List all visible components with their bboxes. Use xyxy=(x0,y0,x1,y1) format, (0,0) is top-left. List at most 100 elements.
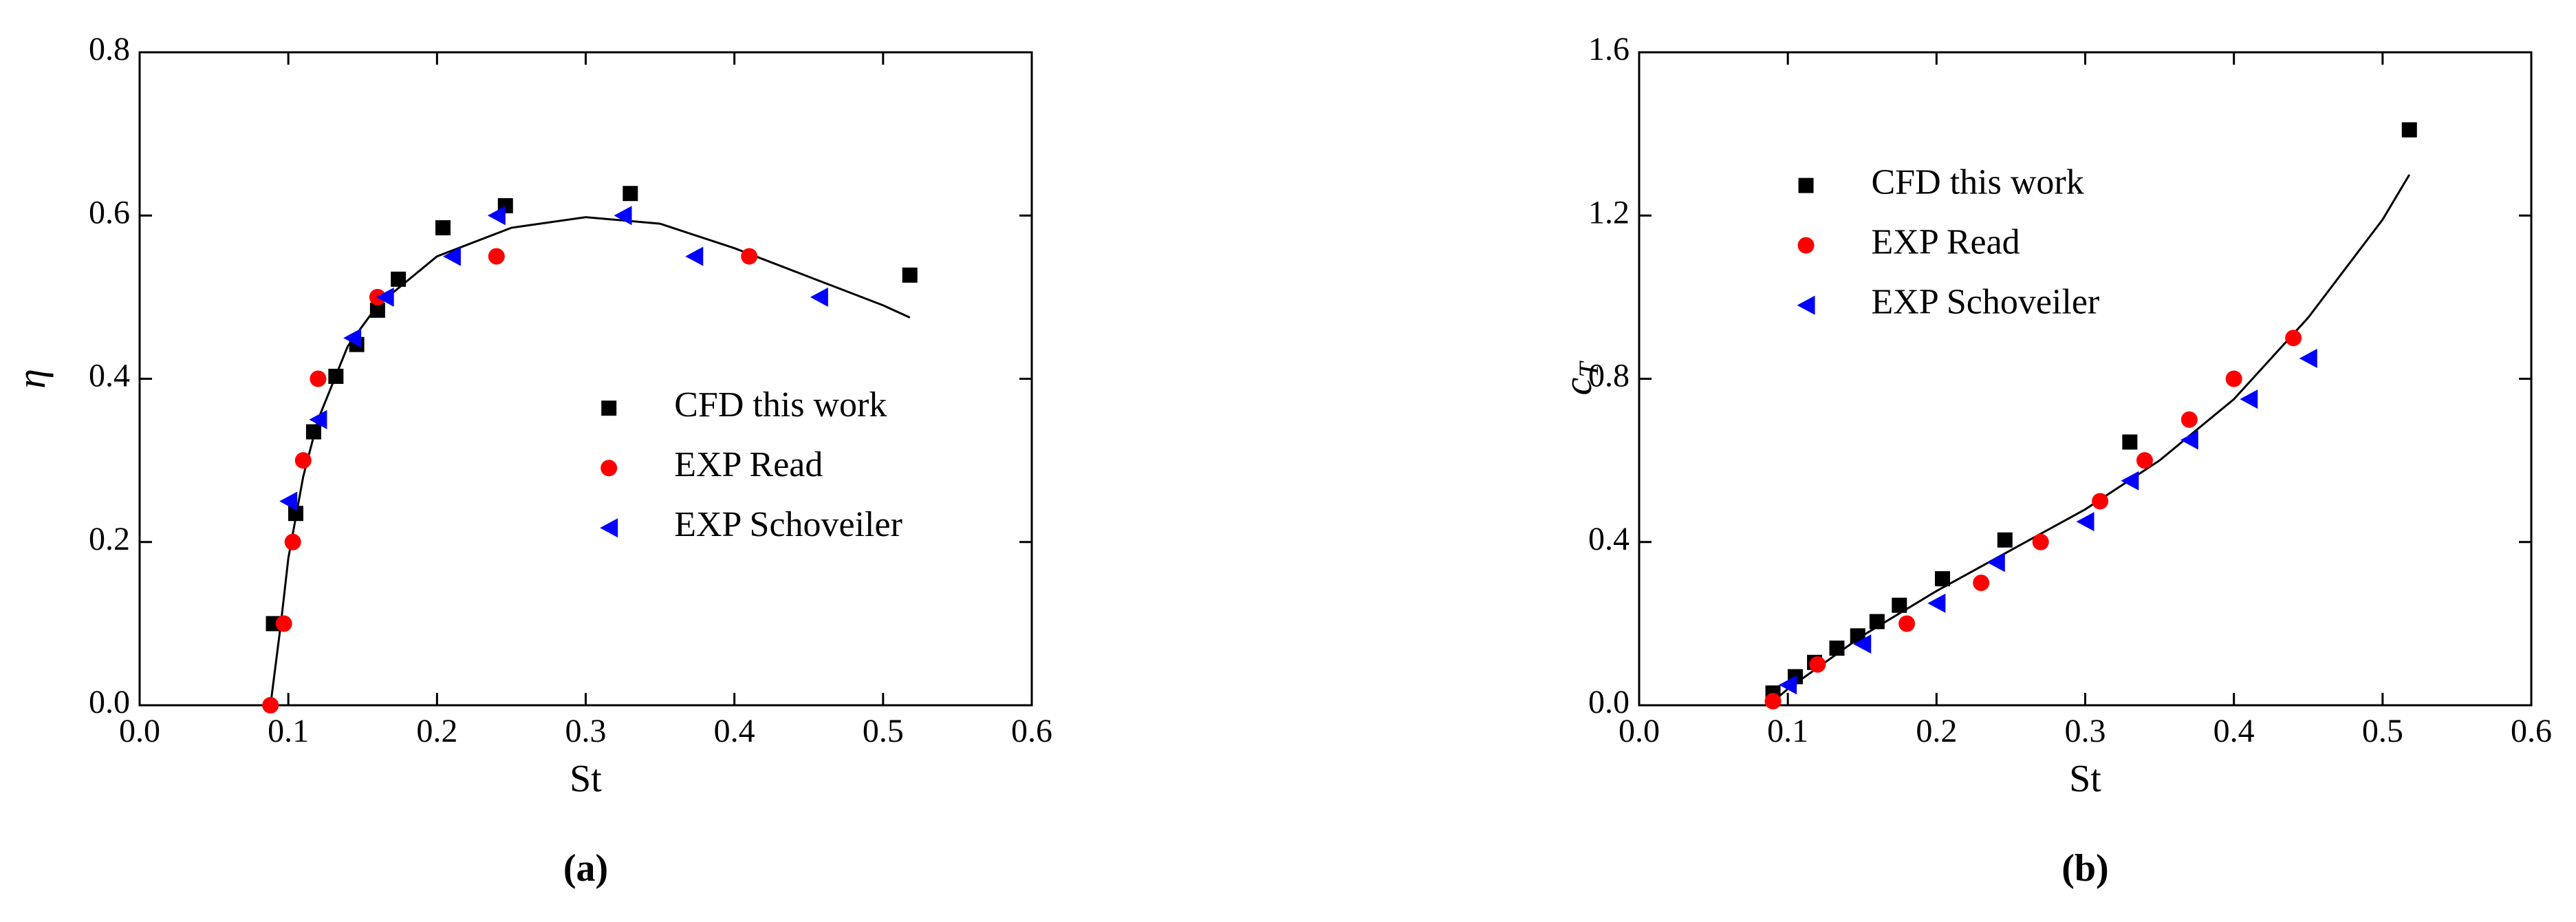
legend-marker xyxy=(1797,295,1815,315)
x-tick-label: 0.1 xyxy=(268,713,309,749)
marker xyxy=(741,248,758,265)
marker xyxy=(376,287,394,307)
y-axis-label-main: c xyxy=(1555,378,1600,396)
marker xyxy=(1973,575,1990,592)
legend-marker xyxy=(600,460,618,477)
marker xyxy=(1764,693,1782,710)
plot-frame xyxy=(1638,51,2533,707)
marker xyxy=(2121,471,2139,491)
y-axis-label: cT xyxy=(1555,361,1604,396)
x-axis-label: St xyxy=(2069,758,2101,800)
marker xyxy=(294,452,312,469)
y-axis-label: η xyxy=(9,369,54,389)
marker xyxy=(487,206,506,226)
marker xyxy=(288,506,303,522)
marker xyxy=(328,368,344,384)
marker xyxy=(2285,330,2302,347)
x-tick-label: 0.0 xyxy=(1619,713,1660,749)
legend-label: EXP Read xyxy=(1872,223,2020,262)
marker xyxy=(1829,640,1845,656)
x-tick-label: 0.4 xyxy=(2214,713,2255,749)
marker xyxy=(1927,593,1946,613)
legend-marker xyxy=(1798,178,1814,193)
x-tick-label: 0.3 xyxy=(2065,713,2106,749)
marker xyxy=(310,370,327,387)
marker xyxy=(2136,452,2153,469)
x-tick-label: 0.5 xyxy=(863,713,904,749)
x-tick-label: 0.4 xyxy=(714,713,755,749)
marker xyxy=(810,287,828,307)
legend-marker xyxy=(601,400,617,416)
marker xyxy=(1869,614,1885,630)
x-tick-label: 0.0 xyxy=(119,713,160,749)
marker xyxy=(262,697,279,714)
marker xyxy=(2225,370,2242,387)
marker xyxy=(279,491,298,511)
legend-label: EXP Schoveiler xyxy=(674,505,902,544)
marker xyxy=(685,246,704,266)
marker xyxy=(442,246,461,266)
y-tick-label: 0.4 xyxy=(1588,521,1630,557)
panel-label: (b) xyxy=(2061,847,2108,890)
marker xyxy=(2240,389,2258,409)
legend-label: EXP Read xyxy=(674,445,823,484)
marker xyxy=(614,206,632,226)
marker xyxy=(2092,493,2109,510)
x-tick-label: 0.1 xyxy=(1767,713,1808,749)
marker xyxy=(305,424,321,440)
legend-label: CFD this work xyxy=(1872,163,2084,202)
marker xyxy=(1809,656,1826,673)
marker xyxy=(284,533,301,550)
panel-label: (a) xyxy=(563,847,608,890)
marker xyxy=(1892,597,1907,613)
marker xyxy=(275,615,292,632)
y-tick-label: 0.0 xyxy=(1588,684,1630,720)
marker xyxy=(1987,553,2005,572)
y-tick-label: 0.0 xyxy=(89,684,130,720)
marker xyxy=(391,271,407,287)
marker xyxy=(2180,411,2198,428)
plot-frame xyxy=(138,51,1033,707)
marker xyxy=(1997,532,2013,548)
fit-line xyxy=(269,216,911,706)
y-tick-label: 0.8 xyxy=(89,31,130,67)
marker xyxy=(435,220,451,236)
x-tick-label: 0.5 xyxy=(2362,713,2403,749)
marker xyxy=(309,409,327,429)
y-tick-label: 0.6 xyxy=(89,194,130,231)
x-axis-label: St xyxy=(570,758,602,800)
marker xyxy=(369,302,385,318)
marker xyxy=(902,267,918,283)
y-tick-label: 0.2 xyxy=(89,521,130,557)
x-tick-label: 0.6 xyxy=(2511,713,2552,749)
marker xyxy=(1779,675,1797,695)
y-tick-label: 1.2 xyxy=(1588,194,1630,231)
marker xyxy=(343,328,362,348)
y-axis-label-main: η xyxy=(9,369,54,389)
marker xyxy=(2180,430,2198,450)
y-tick-label: 1.6 xyxy=(1588,31,1630,67)
marker xyxy=(1898,615,1916,632)
marker xyxy=(2076,512,2095,532)
marker xyxy=(2122,434,2138,450)
y-axis-label-sub: T xyxy=(1573,361,1604,378)
legend-marker xyxy=(1797,237,1815,254)
marker xyxy=(488,248,505,265)
x-tick-label: 0.3 xyxy=(565,713,607,749)
legend-marker xyxy=(600,518,618,538)
marker xyxy=(2299,348,2317,368)
marker xyxy=(1934,571,1950,587)
marker xyxy=(623,186,638,202)
x-tick-label: 0.2 xyxy=(1916,713,1957,749)
x-tick-label: 0.2 xyxy=(416,713,457,749)
legend-label: EXP Schoveiler xyxy=(1872,283,2100,322)
marker xyxy=(2032,533,2049,550)
fit-line xyxy=(1768,174,2411,707)
legend-label: CFD this work xyxy=(674,385,887,425)
x-tick-label: 0.6 xyxy=(1011,713,1052,749)
marker xyxy=(1853,634,1872,654)
y-tick-label: 0.8 xyxy=(1588,358,1630,394)
marker xyxy=(2401,122,2417,138)
y-tick-label: 0.4 xyxy=(89,358,130,394)
